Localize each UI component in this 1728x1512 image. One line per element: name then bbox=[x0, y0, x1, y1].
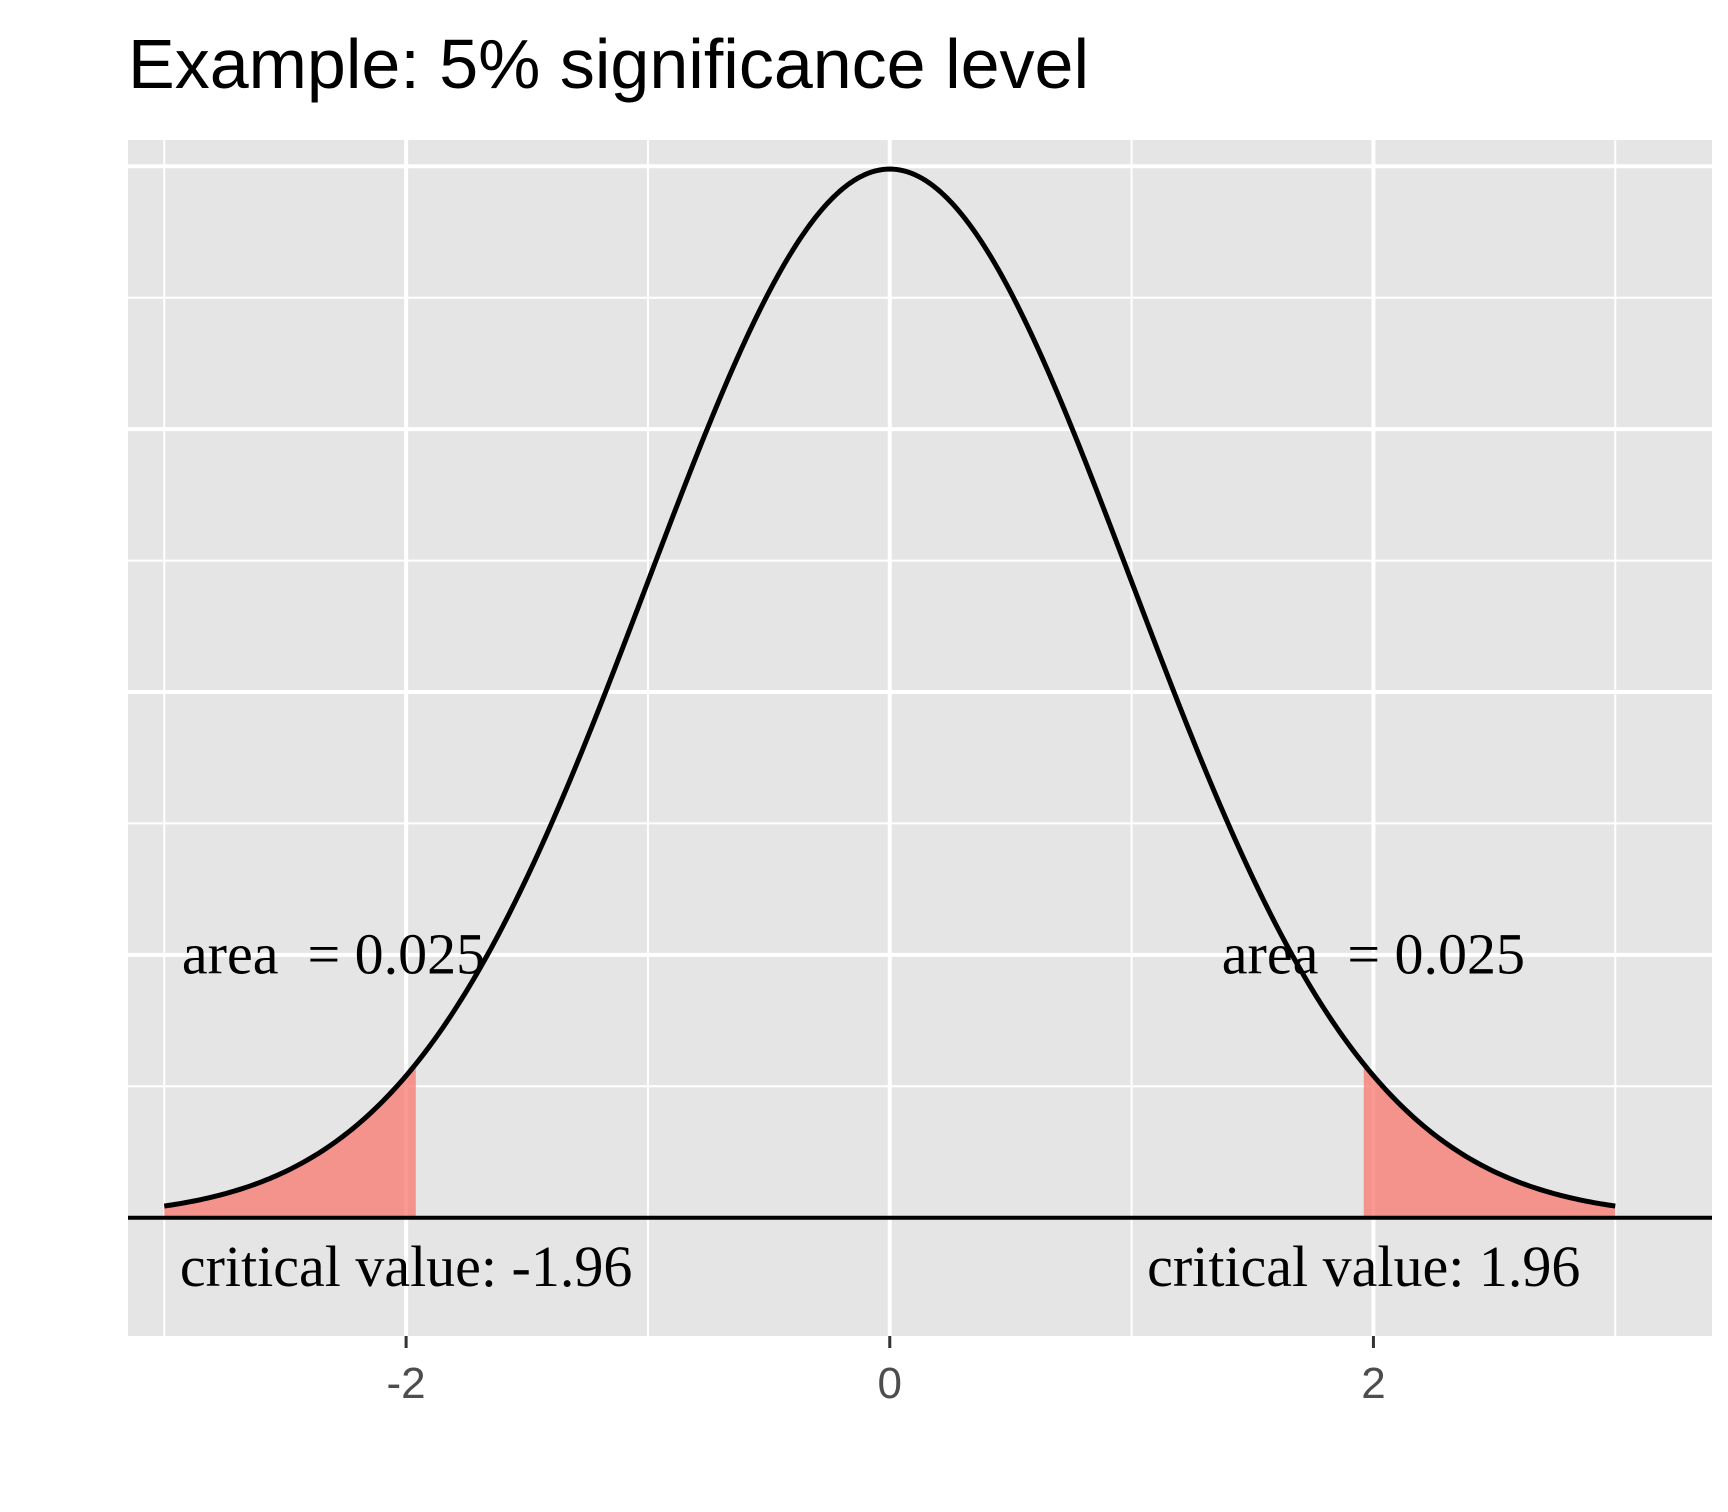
shaded-tail-regions bbox=[164, 1064, 1616, 1218]
right-tail-shaded-area bbox=[1363, 1064, 1616, 1218]
chart-title: Example: 5% significance level bbox=[128, 25, 1089, 103]
normal-density-curve bbox=[163, 166, 1616, 1209]
annotation-layer: area = 0.025 area = 0.025 critical value: … bbox=[180, 921, 1581, 1299]
major-gridlines bbox=[128, 140, 1712, 1336]
right-critical-value-label: critical value: 1.96 bbox=[1147, 1234, 1580, 1299]
right-area-label: area = 0.025 bbox=[1222, 921, 1525, 986]
x-tick-label: -2 bbox=[387, 1359, 426, 1408]
left-critical-value-label: critical value: -1.96 bbox=[180, 1234, 633, 1299]
density-curve-layer bbox=[128, 166, 1712, 1220]
minor-gridlines bbox=[128, 140, 1712, 1336]
x-tick-label: 0 bbox=[878, 1359, 902, 1408]
left-area-label: area = 0.025 bbox=[182, 921, 485, 986]
left-tail-shaded-area bbox=[164, 1064, 416, 1218]
x-axis-ticks: -2 0 2 bbox=[387, 1336, 1386, 1408]
x-tick-label: 2 bbox=[1361, 1359, 1385, 1408]
